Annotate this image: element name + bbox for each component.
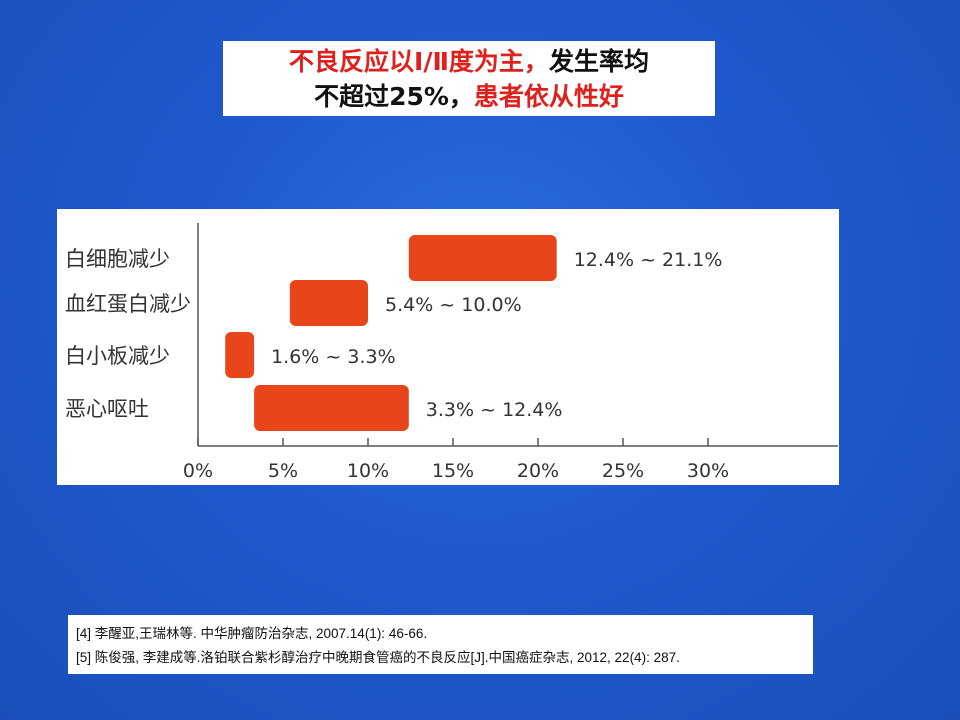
range-label-0: 12.4% ~ 21.1%	[574, 249, 723, 271]
category-label-3: 恶心呕吐	[65, 397, 149, 421]
range-label-1: 5.4% ~ 10.0%	[385, 294, 522, 316]
x-tick-label-15: 15%	[432, 460, 474, 482]
bar-2	[225, 332, 255, 378]
x-tick-label-0: 0%	[183, 460, 213, 482]
range-label-2: 1.6% ~ 3.3%	[271, 346, 396, 368]
title-line-1-black: 发生率均	[548, 47, 649, 76]
x-tick-label-20: 20%	[517, 460, 559, 482]
slide-title: 不良反应以Ⅰ/Ⅱ度为主，发生率均 不超过25%，患者依从性好	[223, 41, 715, 116]
x-tick-label-25: 25%	[602, 460, 644, 482]
x-tick-label-30: 30%	[687, 460, 729, 482]
category-label-1: 血红蛋白减少	[65, 292, 191, 316]
range-label-3: 3.3% ~ 12.4%	[426, 399, 563, 421]
reference-5: [5] 陈俊强, 李建成等.洛铂联合紫杉醇治疗中晚期食管癌的不良反应[J].中国…	[76, 650, 680, 665]
bar-0	[408, 235, 557, 281]
title-line-1: 不良反应以Ⅰ/Ⅱ度为主，发生率均	[223, 44, 715, 79]
reference-4: [4] 李醒亚,王瑞林等. 中华肿瘤防治杂志, 2007.14(1): 46-6…	[76, 626, 428, 641]
title-line-2: 不超过25%，患者依从性好	[223, 79, 715, 114]
title-line-2-black: 不超过25%，	[314, 82, 474, 111]
title-line-2-red: 患者依从性好	[473, 82, 624, 111]
title-line-1-red: 不良反应以Ⅰ/Ⅱ度为主，	[289, 47, 549, 76]
x-tick-label-5: 5%	[268, 460, 298, 482]
chart-panel: 0% 5% 10% 15% 20% 25% 30% 白细胞减少 12.4% ~ 21.1% 血红蛋…	[57, 209, 839, 485]
adverse-reaction-chart: 0% 5% 10% 15% 20% 25% 30% 白细胞减少 12.4% ~ 21.1% 血红蛋…	[65, 223, 838, 482]
x-tick-label-10: 10%	[347, 460, 389, 482]
category-label-0: 白细胞减少	[65, 247, 170, 271]
bar-3	[254, 385, 409, 431]
references: [4] 李醒亚,王瑞林等. 中华肿瘤防治杂志, 2007.14(1): 46-6…	[68, 615, 813, 674]
category-label-2: 白小板减少	[65, 344, 170, 368]
bar-1	[289, 280, 368, 326]
